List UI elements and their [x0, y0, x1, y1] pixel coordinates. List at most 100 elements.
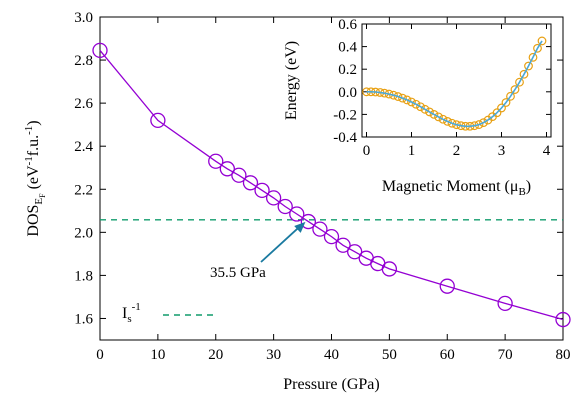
y-label-units-mid: f.u.: [25, 135, 42, 156]
inset-data-point: [537, 36, 547, 46]
data-point: [335, 237, 351, 253]
inset-x-tick-label: 4: [543, 143, 551, 159]
inset-x-axis-label: Magnetic Moment (μB): [382, 178, 531, 198]
data-point: [300, 213, 317, 230]
x-tick-label: 60: [440, 347, 455, 363]
inset-series-line: [366, 40, 543, 128]
data-point: [219, 161, 235, 177]
inset-data-point: [411, 99, 421, 109]
data-point: [346, 244, 363, 260]
inset-plot: 0 1 2 3 4 -0.4 -0.2 0.0 0.2 0.4 0.6 Magnetic Moment…: [283, 17, 552, 198]
inset-y-tick-label: 0.6: [338, 17, 357, 33]
inset-data-point: [398, 93, 407, 103]
inset-data-point: [533, 43, 542, 53]
inset-x-label-main: Magnetic Moment (: [382, 178, 510, 195]
y-label-main: DOS: [25, 205, 42, 237]
inset-x-tick-label: 1: [408, 143, 416, 159]
data-point: [254, 182, 270, 198]
y-label-subsub: F: [38, 193, 47, 198]
data-point: [231, 167, 247, 183]
inset-x-label-sub: B: [518, 186, 525, 198]
y-tick-label: 2.6: [74, 96, 93, 112]
y-tick-label: 3.0: [74, 10, 93, 26]
data-point: [150, 112, 166, 129]
inset-data-point: [501, 98, 511, 107]
inset-y-tick-label: 0.2: [338, 62, 357, 78]
y-tick-label: 1.6: [74, 311, 93, 327]
inset-data-point: [425, 107, 434, 117]
inset-x-label-post: ): [526, 178, 531, 195]
data-point: [381, 261, 398, 277]
inset-x-tick-label: 0: [363, 143, 371, 159]
x-tick-label: 50: [382, 347, 397, 363]
data-point: [323, 228, 340, 245]
inset-data-point: [497, 103, 506, 113]
main-plot: 0 10 20 30 40 50 60 70 801.61.82.02.22.42.62.83.…: [23, 10, 571, 393]
inset-data-point: [519, 69, 529, 79]
y-label-exp: -1: [23, 156, 35, 165]
inset-y-axis-label: Energy (eV): [283, 41, 300, 120]
inset-data-point: [393, 92, 403, 101]
inset-data-point: [515, 77, 524, 87]
data-point: [242, 175, 259, 191]
inset-data-point: [443, 117, 452, 126]
inset-data-point: [510, 85, 520, 94]
inset-data-point: [506, 91, 515, 101]
inset-data-point: [447, 118, 457, 128]
inset-data-point: [438, 114, 448, 124]
inset-x-tick-label: 3: [498, 143, 506, 159]
inset-x-label-mu: μ: [510, 178, 519, 195]
x-axis-label: Pressure (GPa): [283, 376, 379, 393]
x-tick-label: 20: [208, 347, 223, 363]
x-tick-label: 30: [266, 347, 281, 363]
annotation-arrow-shaft: [260, 226, 301, 263]
y-tick-label: 2.8: [74, 53, 93, 69]
x-tick-label: 40: [324, 347, 339, 363]
data-point: [289, 206, 305, 222]
y-label-units: (eV: [25, 165, 42, 193]
data-point: [439, 278, 455, 294]
y-tick-label: 2.0: [74, 225, 93, 241]
legend-label-sub: s: [127, 313, 131, 325]
inset-y-tick-label: -0.4: [333, 130, 357, 146]
y-label-sub: E: [33, 198, 45, 205]
inset-data-point: [492, 108, 502, 118]
inset-data-point: [528, 52, 538, 62]
inset-data-point: [524, 61, 533, 71]
data-point: [555, 311, 571, 328]
legend-label-exp: -1: [132, 301, 141, 313]
inset-data-point: [402, 95, 412, 105]
x-tick-label: 80: [556, 347, 571, 363]
inset-data-point: [389, 90, 398, 100]
annotation-label: 35.5 GPa: [210, 265, 266, 281]
x-tick-label: 70: [498, 347, 513, 363]
data-point: [497, 295, 513, 312]
data-point: [92, 42, 108, 59]
data-point: [277, 198, 293, 215]
legend-label-main: I: [122, 305, 127, 322]
inset-data-point: [407, 97, 416, 107]
x-tick-label: 10: [150, 347, 165, 363]
inset-data-point: [420, 104, 430, 114]
legend-label: Is-1: [122, 301, 141, 325]
x-tick-label: 0: [96, 347, 104, 363]
inset-x-tick-label: 2: [453, 143, 461, 159]
y-tick-label: 1.8: [74, 268, 93, 284]
y-label-exp2: -1: [23, 126, 35, 135]
data-point: [312, 221, 328, 237]
y-tick-label: 2.4: [74, 139, 93, 155]
inset-data-point: [479, 118, 488, 128]
inset-data-point: [416, 102, 425, 112]
inset-y-tick-label: 0.0: [338, 85, 357, 101]
y-label-units-post: ): [25, 120, 42, 125]
inset-data-point: [474, 120, 484, 129]
inset-data-point: [452, 120, 461, 130]
series-line: [99, 49, 564, 321]
inset-y-tick-label: 0.4: [338, 40, 357, 56]
inset-data-point: [429, 109, 439, 119]
data-point: [265, 190, 282, 206]
y-tick-label: 2.2: [74, 182, 93, 198]
data-point: [208, 153, 224, 169]
inset-y-tick-label: -0.2: [333, 107, 357, 123]
